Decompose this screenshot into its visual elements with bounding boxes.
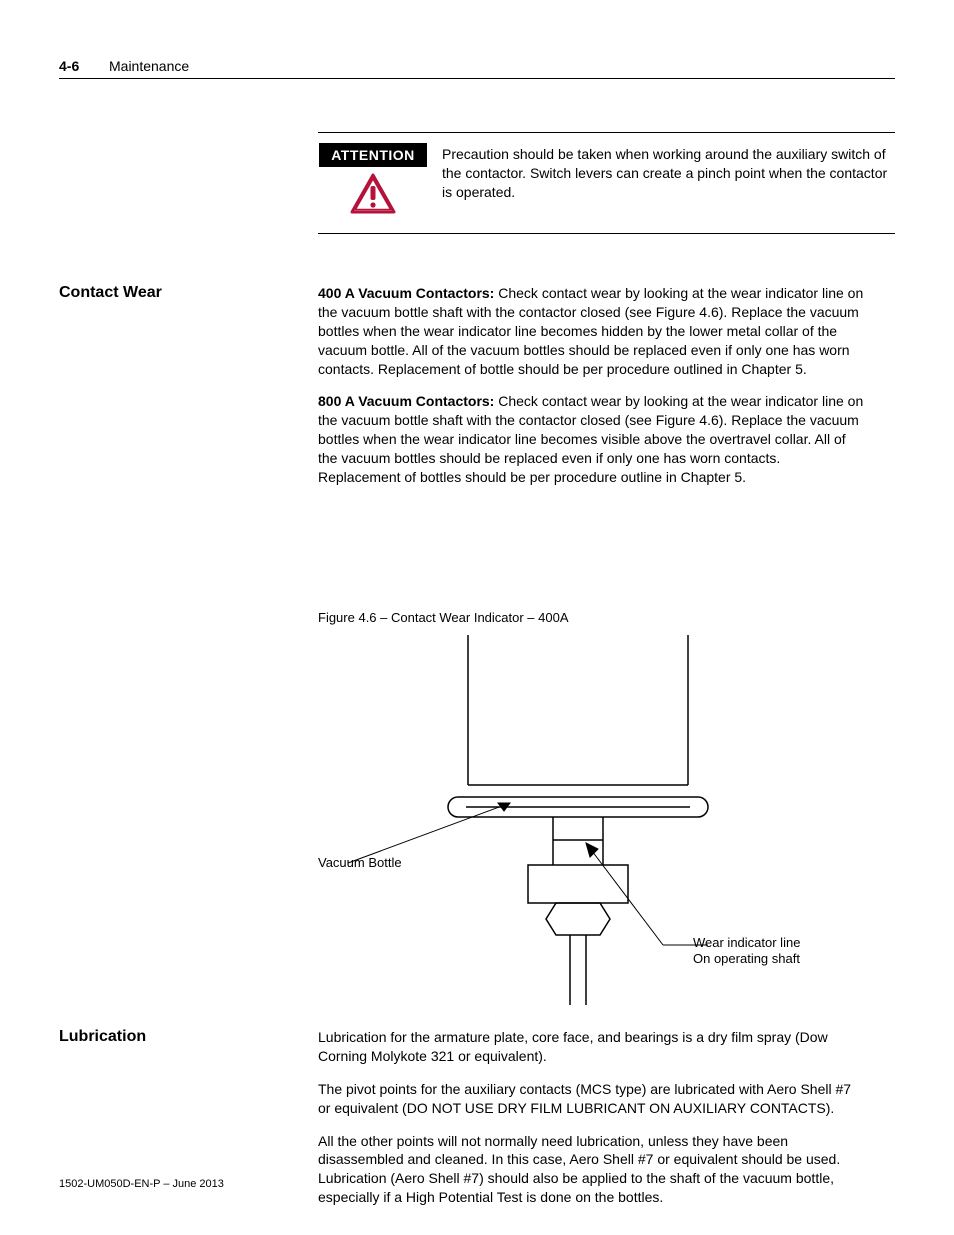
contact-wear-p2: 800 A Vacuum Contactors: Check contact w…	[318, 392, 864, 486]
lubrication-p1: Lubrication for the armature plate, core…	[318, 1028, 864, 1066]
callout-wear-line2: On operating shaft	[693, 951, 800, 966]
callout-vacuum-bottle-text: Vacuum Bottle	[318, 855, 402, 870]
page-header: 4-6 Maintenance	[59, 58, 895, 74]
header-rule	[59, 78, 895, 79]
header-title: Maintenance	[109, 58, 189, 74]
figure-caption-text: Figure 4.6 – Contact Wear Indicator – 40…	[318, 610, 569, 625]
section-lubrication: Lubrication for the armature plate, core…	[318, 1028, 864, 1221]
heading-contact-wear-text: Contact Wear	[59, 284, 162, 301]
attention-block: ATTENTION Precaution should be taken whe…	[318, 132, 895, 234]
contact-wear-p1: 400 A Vacuum Contactors: Check contact w…	[318, 284, 864, 378]
lubrication-p3-text: All the other points will not normally n…	[318, 1133, 840, 1206]
attention-text: Precaution should be taken when working …	[442, 143, 895, 202]
page-number: 4-6	[59, 58, 109, 74]
attention-text-content: Precaution should be taken when working …	[442, 146, 887, 200]
lubrication-p2: The pivot points for the auxiliary conta…	[318, 1080, 864, 1118]
page-number-text: 4-6	[59, 58, 79, 74]
heading-lubrication-text: Lubrication	[59, 1028, 146, 1045]
attention-bottom-rule	[318, 233, 895, 234]
attention-left-col: ATTENTION	[318, 143, 428, 215]
figure-caption: Figure 4.6 – Contact Wear Indicator – 40…	[318, 610, 895, 625]
lubrication-p2-text: The pivot points for the auxiliary conta…	[318, 1081, 851, 1116]
header-title-text: Maintenance	[109, 58, 189, 74]
lubrication-p1-text: Lubrication for the armature plate, core…	[318, 1029, 828, 1064]
attention-top-rule	[318, 132, 895, 133]
contact-wear-p2-lead: 800 A Vacuum Contactors:	[318, 393, 498, 409]
warning-triangle-icon	[349, 173, 397, 215]
attention-badge-text: ATTENTION	[331, 147, 415, 163]
attention-row: ATTENTION Precaution should be taken whe…	[318, 143, 895, 215]
figure-wrap: Figure 4.6 – Contact Wear Indicator – 40…	[318, 610, 895, 1005]
heading-contact-wear: Contact Wear	[59, 284, 162, 302]
callout-wear-line1: Wear indicator line	[693, 935, 800, 950]
section-contact-wear: 400 A Vacuum Contactors: Check contact w…	[318, 284, 864, 501]
footer-text: 1502-UM050D-EN-P – June 2013	[59, 1178, 224, 1190]
footer: 1502-UM050D-EN-P – June 2013	[59, 1178, 224, 1190]
page: 4-6 Maintenance ATTENTION Precaution	[0, 0, 954, 1235]
heading-lubrication: Lubrication	[59, 1028, 146, 1046]
figure-svg	[338, 635, 898, 1005]
callout-vacuum-bottle: Vacuum Bottle	[318, 855, 402, 870]
callout-wear-indicator: Wear indicator line On operating shaft	[693, 935, 800, 968]
figure-container: Vacuum Bottle Wear indicator line On ope…	[318, 635, 878, 1005]
lubrication-p3: All the other points will not normally n…	[318, 1132, 864, 1208]
attention-badge: ATTENTION	[319, 143, 427, 167]
contact-wear-p1-lead: 400 A Vacuum Contactors:	[318, 285, 498, 301]
